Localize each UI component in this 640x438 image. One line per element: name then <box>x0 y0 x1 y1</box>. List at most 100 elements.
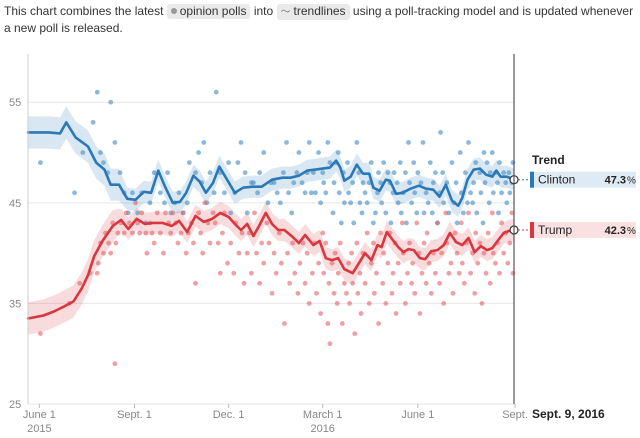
poll-dot-trump <box>151 240 157 246</box>
poll-dot-clinton <box>484 160 490 165</box>
x-tick-sublabel-0: 2015 <box>27 423 51 435</box>
poll-dot-clinton <box>497 160 502 165</box>
poll-dot-trump <box>358 311 364 316</box>
poll-dot-clinton <box>430 180 436 186</box>
x-tick-label-2: Dec. 1 <box>213 409 245 421</box>
poll-dot-trump <box>428 290 434 296</box>
poll-dot-trump <box>331 290 337 296</box>
poll-dot-trump <box>485 230 491 236</box>
trump-legend-swatch <box>530 221 534 238</box>
poll-dot-trump <box>326 280 332 286</box>
poll-dot-trump <box>376 321 381 326</box>
poll-dot-trump <box>423 280 429 286</box>
poll-dot-clinton <box>496 210 501 216</box>
poll-dot-clinton <box>383 210 389 216</box>
poll-dot-clinton <box>80 150 86 155</box>
trendlines-chip[interactable]: 〜 trendlines <box>276 4 350 20</box>
poll-dot-trump <box>106 240 112 246</box>
poll-dot-trump <box>452 230 458 236</box>
poll-dot-trump <box>489 210 495 216</box>
poll-dot-clinton <box>499 190 504 196</box>
poll-dot-clinton <box>184 200 190 206</box>
trendlines-label: trendlines <box>293 4 346 18</box>
poll-dot-trump <box>244 250 250 256</box>
poll-dot-clinton <box>379 200 385 206</box>
poll-dot-trump <box>196 210 202 216</box>
poll-dot-trump <box>458 220 464 226</box>
trump-legend-value: 42.3 <box>605 225 626 237</box>
poll-dot-trump <box>231 270 237 276</box>
poll-dot-trump <box>143 230 149 236</box>
poll-dot-trump <box>433 270 438 276</box>
poll-dot-trump <box>327 341 333 347</box>
y-tick-label-35: 35 <box>9 298 21 310</box>
poll-dot-clinton <box>391 170 397 176</box>
poll-dot-trump <box>354 240 360 246</box>
poll-dot-clinton <box>331 180 337 186</box>
x-tick-label-4: June 1 <box>401 409 434 421</box>
poll-dot-trump <box>397 280 403 286</box>
poll-dot-trump <box>426 260 432 266</box>
poll-dot-clinton <box>117 170 123 176</box>
poll-dot-trump <box>477 240 483 246</box>
poll-dot-clinton <box>336 190 342 196</box>
clinton-legend-swatch <box>530 171 534 188</box>
poll-dot-clinton <box>330 210 336 216</box>
poll-dot-clinton <box>495 180 500 186</box>
opinion-polls-chip[interactable]: opinion polls <box>166 4 251 19</box>
trump-legend-bg <box>530 221 636 238</box>
poll-dot-clinton <box>473 160 479 165</box>
poll-dot-trump <box>292 270 298 276</box>
poll-dot-trump <box>314 290 319 296</box>
poll-dot-trump <box>346 260 351 266</box>
poll-dot-clinton <box>94 89 100 95</box>
poll-dot-clinton <box>316 150 321 155</box>
poll-dot-clinton <box>238 140 244 145</box>
poll-dot-clinton <box>274 190 280 196</box>
poll-dot-clinton <box>420 140 426 145</box>
poll-dot-clinton <box>72 190 77 196</box>
poll-dot-clinton <box>362 190 368 196</box>
poll-dot-clinton <box>465 200 470 206</box>
y-tick-label-25: 25 <box>9 399 21 411</box>
poll-dot-clinton <box>360 180 366 186</box>
poll-dot-trump <box>380 280 386 286</box>
poll-dot-trump <box>357 270 363 276</box>
poll-dot-trump <box>241 280 247 286</box>
poll-dot-clinton <box>151 170 157 176</box>
poll-dot-clinton <box>257 170 263 176</box>
poll-dot-clinton <box>176 190 182 196</box>
poll-dot-trump <box>170 210 176 216</box>
poll-dot-trump <box>405 270 410 276</box>
poll-dot-trump <box>475 260 481 266</box>
x-tick-label-3: March 1 <box>303 409 343 421</box>
poll-dot-trump <box>461 280 467 286</box>
poll-dot-trump <box>492 260 498 266</box>
poll-dot-clinton <box>364 200 370 206</box>
poll-dot-trump <box>200 250 206 256</box>
poll-dot-trump <box>372 290 377 296</box>
poll-dot-clinton <box>97 150 103 155</box>
poll-dot-clinton <box>130 190 135 196</box>
poll-dot-trump <box>443 210 449 216</box>
poll-dot-trump <box>239 230 245 236</box>
intro-text-start: This chart combines the latest <box>4 4 164 18</box>
poll-dot-clinton <box>381 160 387 165</box>
poll-dot-trump <box>347 301 352 306</box>
x-tick-label-1: Sept. 1 <box>117 409 152 421</box>
poll-dot-trump <box>352 331 358 336</box>
poll-dot-trump <box>389 290 395 296</box>
poll-dot-trump <box>215 240 221 246</box>
poll-dot-trump <box>335 270 341 276</box>
poll-dot-clinton <box>244 210 250 216</box>
poll-dot-clinton <box>342 200 347 206</box>
poll-dot-clinton <box>162 200 167 206</box>
y-tick-label-55: 55 <box>9 97 21 109</box>
poll-dot-trump <box>248 270 254 276</box>
poll-dot-clinton <box>489 150 495 155</box>
poll-dot-trump <box>77 280 83 286</box>
poll-dot-trump <box>473 230 479 236</box>
poll-dot-trump <box>497 270 502 276</box>
poll-dot-clinton <box>251 180 256 186</box>
poll-dot-trump <box>337 240 343 246</box>
